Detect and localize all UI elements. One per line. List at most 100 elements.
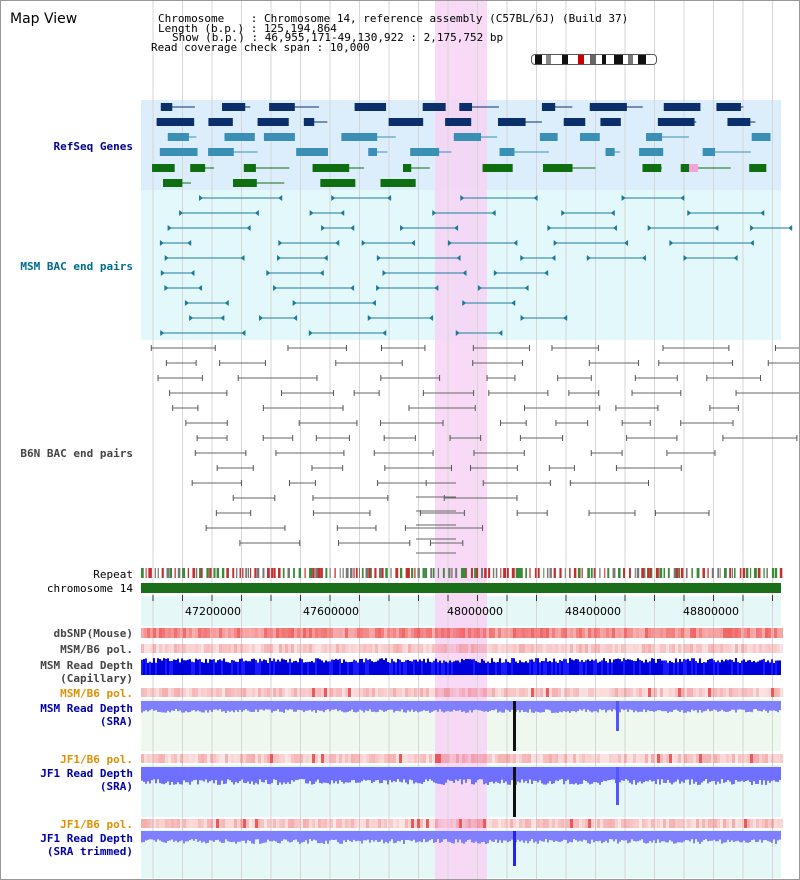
gene-exon[interactable] xyxy=(224,133,255,141)
track-label-jf1-depth-trimmed[interactable]: JF1 Read Depth (SRA trimmed) xyxy=(40,832,133,858)
gene-exon[interactable] xyxy=(453,133,482,141)
gene-exon[interactable] xyxy=(243,164,256,172)
gene-exon[interactable] xyxy=(563,118,586,126)
msm-depth-capillary-bar xyxy=(329,661,331,675)
jf1-b6-pol-density xyxy=(312,819,315,828)
gene-exon[interactable] xyxy=(642,164,662,172)
gene-exon[interactable] xyxy=(190,164,206,172)
gene-exon[interactable] xyxy=(159,148,198,156)
gene-exon[interactable] xyxy=(160,103,173,111)
gene-exon[interactable] xyxy=(541,103,556,111)
jf1-depth-sra-bar xyxy=(653,767,655,781)
gene-exon[interactable] xyxy=(445,118,472,126)
track-label-msm-depth-sra[interactable]: MSM Read Depth (SRA) xyxy=(40,702,133,728)
gene-exon[interactable] xyxy=(269,103,295,111)
gene-exon[interactable] xyxy=(589,103,627,111)
gene-exon[interactable] xyxy=(459,103,473,111)
jf1-b6-pol-density xyxy=(381,819,384,828)
chromosome-bar[interactable] xyxy=(141,583,781,593)
gene-exon[interactable] xyxy=(680,164,692,172)
gene-exon[interactable] xyxy=(208,118,233,126)
gene-exon[interactable] xyxy=(341,133,378,141)
gene-exon[interactable] xyxy=(303,118,315,126)
gene-marker[interactable] xyxy=(689,164,698,172)
dbsnp-density xyxy=(360,628,363,638)
gene-exon[interactable] xyxy=(605,148,615,156)
jf1-b6-pol-density xyxy=(189,819,192,828)
gene-exon[interactable] xyxy=(263,133,295,141)
gene-exon[interactable] xyxy=(543,164,573,172)
jf1-b6-pol-density xyxy=(549,754,552,763)
msm-depth-capillary-bar xyxy=(693,658,695,675)
jf1-depth-sra-bar xyxy=(387,767,389,785)
track-label-msm-bac[interactable]: MSM BAC end pairs xyxy=(20,260,133,273)
msm-depth-sra-bar xyxy=(517,701,519,711)
gene-exon[interactable] xyxy=(579,133,600,141)
gene-exon[interactable] xyxy=(337,164,350,172)
gene-exon[interactable] xyxy=(388,118,424,126)
track-label-jf1-b6-pol-1[interactable]: JF1/B6 pol. xyxy=(60,753,133,766)
gene-exon[interactable] xyxy=(296,148,328,156)
gene-exon[interactable] xyxy=(727,118,751,126)
jf1-depth-sra-bar xyxy=(577,767,579,785)
gene-exon[interactable] xyxy=(403,164,412,172)
gene-exon[interactable] xyxy=(152,164,175,172)
gene-exon[interactable] xyxy=(167,133,189,141)
bac-end-marker xyxy=(179,210,184,216)
gene-exon[interactable] xyxy=(312,164,340,172)
gene-exon[interactable] xyxy=(716,103,741,111)
msm-depth-capillary-bar xyxy=(585,660,587,675)
msm-depth-capillary-bar xyxy=(311,661,313,675)
gene-exon[interactable] xyxy=(498,118,526,126)
gene-exon[interactable] xyxy=(600,118,621,126)
gene-exon[interactable] xyxy=(422,103,446,111)
track-label-jf1-b6-pol-2[interactable]: JF1/B6 pol. xyxy=(60,818,133,831)
msm-b6-pol-density xyxy=(444,688,447,697)
gene-exon[interactable] xyxy=(156,118,195,126)
msm-depth-capillary-bar xyxy=(677,662,679,675)
msm-depth-sra-bar xyxy=(497,701,499,713)
gene-exon[interactable] xyxy=(354,103,387,111)
jf1-depth-trimmed-bar xyxy=(589,831,591,844)
gene-exon[interactable] xyxy=(232,179,257,187)
selected-region-highlight[interactable] xyxy=(435,1,487,880)
jf1-depth-sra-bar xyxy=(367,767,369,781)
jf1-b6-pol-density xyxy=(489,819,492,828)
gene-exon[interactable] xyxy=(368,148,377,156)
gene-exon[interactable] xyxy=(482,164,513,172)
gene-exon[interactable] xyxy=(410,148,440,156)
gene-exon[interactable] xyxy=(320,179,356,187)
gene-exon[interactable] xyxy=(639,148,664,156)
gene-exon[interactable] xyxy=(751,133,771,141)
gene-exon[interactable] xyxy=(163,179,183,187)
gene-exon[interactable] xyxy=(702,148,716,156)
msm-b6-pol-density xyxy=(456,644,459,653)
track-label-refseq[interactable]: RefSeq Genes xyxy=(53,140,133,153)
gene-exon[interactable] xyxy=(208,148,234,156)
jf1-depth-trimmed-bar xyxy=(189,831,191,840)
msm-depth-sra-bar xyxy=(309,701,311,710)
gene-exon[interactable] xyxy=(749,164,767,172)
jf1-depth-sra-bar xyxy=(317,767,319,780)
gene-exon[interactable] xyxy=(222,103,246,111)
track-label-dbsnp[interactable]: dbSNP(Mouse) xyxy=(53,627,133,640)
track-label-msm-b6-pol-2[interactable]: MSM/B6 pol. xyxy=(60,687,133,700)
gene-exon[interactable] xyxy=(380,179,416,187)
track-label-msm-depth-capillary[interactable]: MSM Read Depth (Capillary) xyxy=(40,659,133,685)
gene-exon[interactable] xyxy=(257,118,289,126)
track-label-b6n-bac[interactable]: B6N BAC end pairs xyxy=(20,447,133,460)
jf1-depth-sra-bar xyxy=(523,767,525,783)
track-label-jf1-depth-sra[interactable]: JF1 Read Depth (SRA) xyxy=(40,767,133,793)
chromosome-ideogram[interactable] xyxy=(531,54,657,65)
gene-exon[interactable] xyxy=(657,118,695,126)
msm-depth-sra-bar xyxy=(223,701,225,712)
gene-exon[interactable] xyxy=(499,148,515,156)
msm-depth-sra-bar xyxy=(235,701,237,711)
dbsnp-density xyxy=(750,628,753,638)
gene-exon[interactable] xyxy=(539,133,558,141)
track-label-msm-b6-pol-1[interactable]: MSM/B6 pol. xyxy=(60,643,133,656)
gene-exon[interactable] xyxy=(646,133,663,141)
msm-depth-sra-bar xyxy=(407,701,409,711)
gene-exon[interactable] xyxy=(663,103,701,111)
